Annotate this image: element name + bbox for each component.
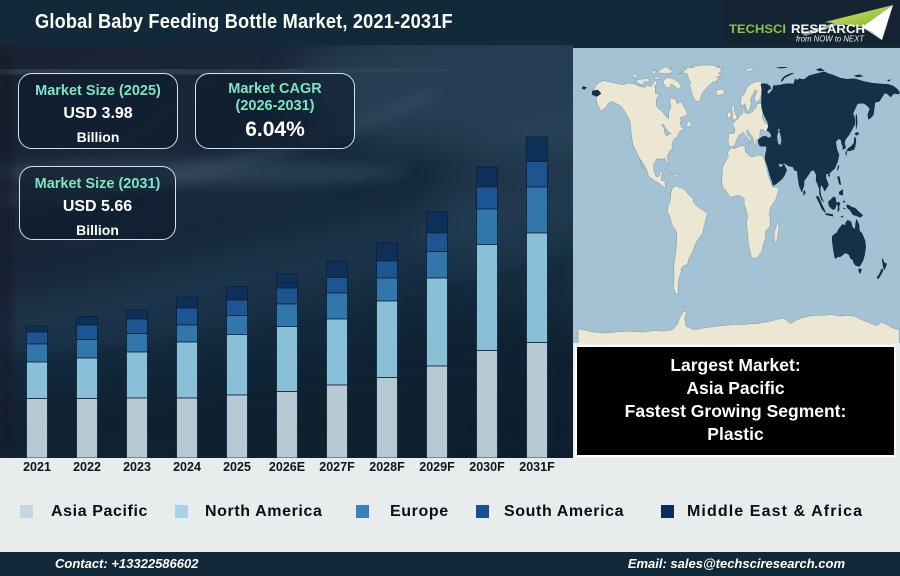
svg-text:from NOW to NEXT: from NOW to NEXT bbox=[796, 35, 865, 44]
svg-text:RESEARCH: RESEARCH bbox=[791, 24, 865, 36]
svg-text:TECHSCI: TECHSCI bbox=[729, 24, 786, 36]
